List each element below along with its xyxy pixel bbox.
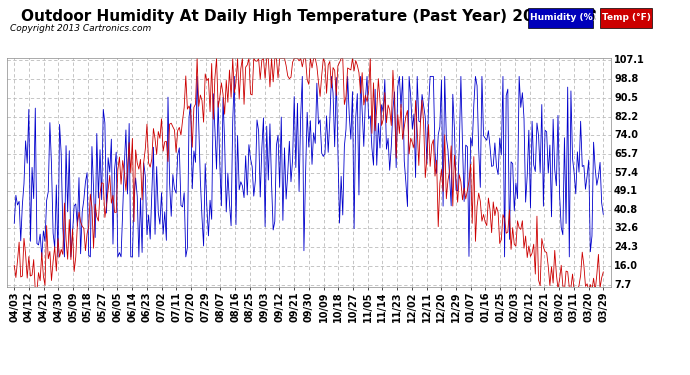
Text: Humidity (%): Humidity (%) bbox=[530, 13, 597, 22]
Text: 57.4: 57.4 bbox=[614, 168, 638, 177]
Text: 24.3: 24.3 bbox=[614, 242, 638, 252]
Text: Outdoor Humidity At Daily High Temperature (Past Year) 20130403: Outdoor Humidity At Daily High Temperatu… bbox=[21, 9, 597, 24]
Text: Temp (°F): Temp (°F) bbox=[602, 13, 651, 22]
Text: 98.8: 98.8 bbox=[614, 74, 638, 84]
Text: 107.1: 107.1 bbox=[614, 56, 645, 65]
Text: 49.1: 49.1 bbox=[614, 186, 638, 196]
Text: 74.0: 74.0 bbox=[614, 130, 638, 140]
Text: 90.5: 90.5 bbox=[614, 93, 638, 103]
Text: 32.6: 32.6 bbox=[614, 224, 638, 234]
Text: 16.0: 16.0 bbox=[614, 261, 638, 271]
Text: 7.7: 7.7 bbox=[614, 280, 631, 290]
Text: 65.7: 65.7 bbox=[614, 149, 638, 159]
Text: Copyright 2013 Cartronics.com: Copyright 2013 Cartronics.com bbox=[10, 24, 152, 33]
Text: 40.8: 40.8 bbox=[614, 205, 638, 215]
Text: 82.2: 82.2 bbox=[614, 111, 638, 122]
